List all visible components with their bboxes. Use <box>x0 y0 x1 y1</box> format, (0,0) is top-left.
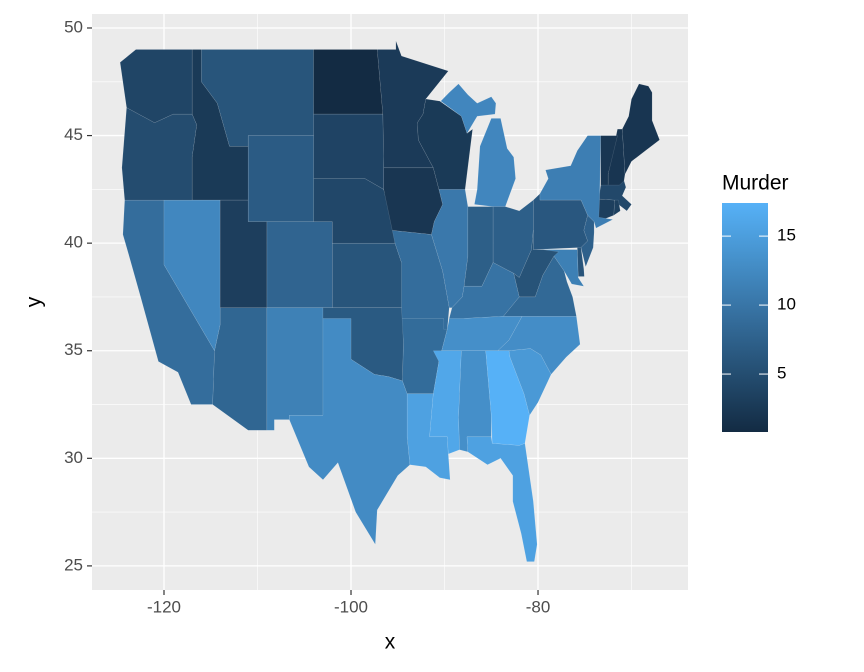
x-axis-title: x <box>385 631 396 654</box>
state <box>533 193 588 250</box>
x-tick-label: -100 <box>334 597 368 616</box>
legend-label: 5 <box>777 364 786 383</box>
colorbar <box>722 203 768 432</box>
states <box>119 40 660 562</box>
state <box>429 350 462 455</box>
state <box>598 180 632 212</box>
state <box>513 230 560 298</box>
y-tick-label: 30 <box>64 448 83 467</box>
state <box>332 242 402 308</box>
y-axis-title: y <box>23 296 46 307</box>
y-tick-label: 45 <box>64 125 83 144</box>
state <box>621 83 660 176</box>
state <box>266 221 333 308</box>
state <box>389 229 450 330</box>
state <box>163 199 221 352</box>
state <box>466 436 538 562</box>
state <box>289 318 411 546</box>
state <box>383 167 443 235</box>
state <box>313 49 384 115</box>
state <box>497 316 581 375</box>
y-tick-label: 40 <box>64 233 83 252</box>
y-tick-label: 35 <box>64 340 83 359</box>
state <box>508 348 552 416</box>
axes: -120 -100 -80 25 30 35 40 45 50 <box>64 17 550 616</box>
state <box>613 199 621 216</box>
state <box>417 98 473 190</box>
x-tick-label: -80 <box>526 597 551 616</box>
state <box>313 113 384 190</box>
y-tick-label: 25 <box>64 555 83 574</box>
legend-title: Murder <box>722 172 789 195</box>
legend: 5 10 15 <box>722 226 796 383</box>
state <box>539 135 614 229</box>
legend-label: 15 <box>777 226 796 245</box>
legend-label: 10 <box>777 295 796 314</box>
x-tick-label: -120 <box>147 597 181 616</box>
state <box>121 107 197 201</box>
y-tick-label: 50 <box>64 17 83 36</box>
state <box>600 135 618 186</box>
state <box>119 49 193 123</box>
state <box>266 307 324 431</box>
state <box>247 135 314 222</box>
